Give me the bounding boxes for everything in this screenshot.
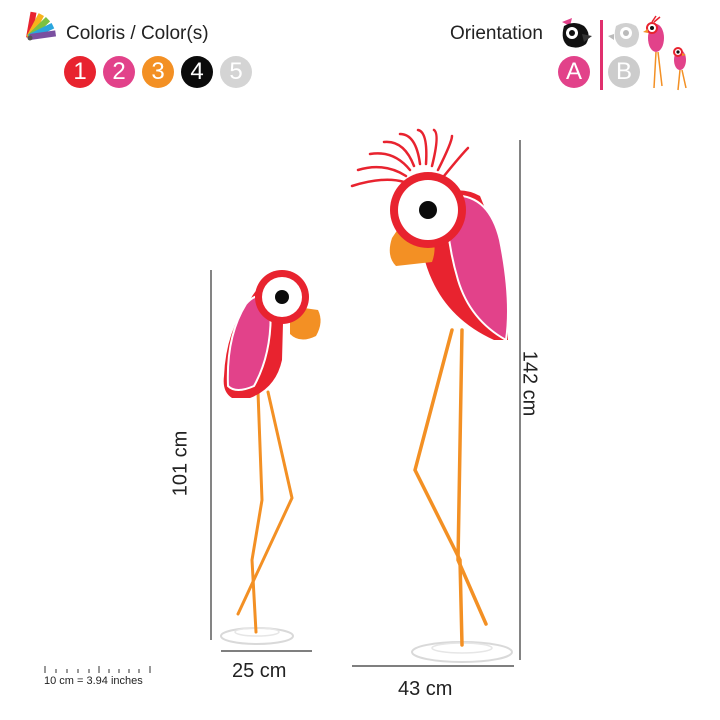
small-height-label: 101 cm: [169, 430, 192, 497]
orientation-divider: [600, 20, 603, 90]
two-birds-icon: [643, 15, 687, 91]
large-height-label: 142 cm: [518, 350, 541, 417]
color-swatch-4[interactable]: 4: [181, 56, 213, 88]
bird-head-grey-icon: [608, 23, 639, 48]
large-parrot-legs: [413, 328, 488, 647]
orientation-title: Orientation: [450, 23, 543, 44]
swatch-label: 2: [112, 58, 126, 85]
color-swatch-2[interactable]: 2: [103, 56, 135, 88]
large-parrot: [350, 128, 509, 342]
color-swatch-5[interactable]: 5: [220, 56, 252, 88]
swatch-label: 4: [190, 58, 204, 85]
swatch-label: 5: [229, 58, 243, 85]
color-swatches: 1 2 3 4 5: [64, 56, 252, 88]
scale-note: 10 cm = 3.94 inches: [44, 675, 143, 687]
orientation-option-b[interactable]: B: [608, 56, 640, 88]
dimension-lines: [210, 140, 521, 667]
color-swatch-3[interactable]: 3: [142, 56, 174, 88]
orientation-label: B: [615, 58, 632, 85]
colors-title: Coloris / Color(s): [66, 23, 209, 44]
bird-head-black-icon: [562, 18, 592, 48]
large-width-label: 43 cm: [398, 678, 453, 700]
small-parrot-legs: [236, 390, 294, 634]
orientation-option-a[interactable]: A: [558, 56, 590, 88]
scale-bar: [44, 666, 151, 673]
swatch-label: 1: [73, 58, 87, 85]
orientation-label: A: [565, 58, 582, 85]
small-parrot: [223, 270, 321, 398]
swatch-label: 3: [151, 58, 165, 85]
color-fan-icon: [26, 11, 57, 41]
small-width-label: 25 cm: [232, 660, 287, 682]
color-swatch-1[interactable]: 1: [64, 56, 96, 88]
